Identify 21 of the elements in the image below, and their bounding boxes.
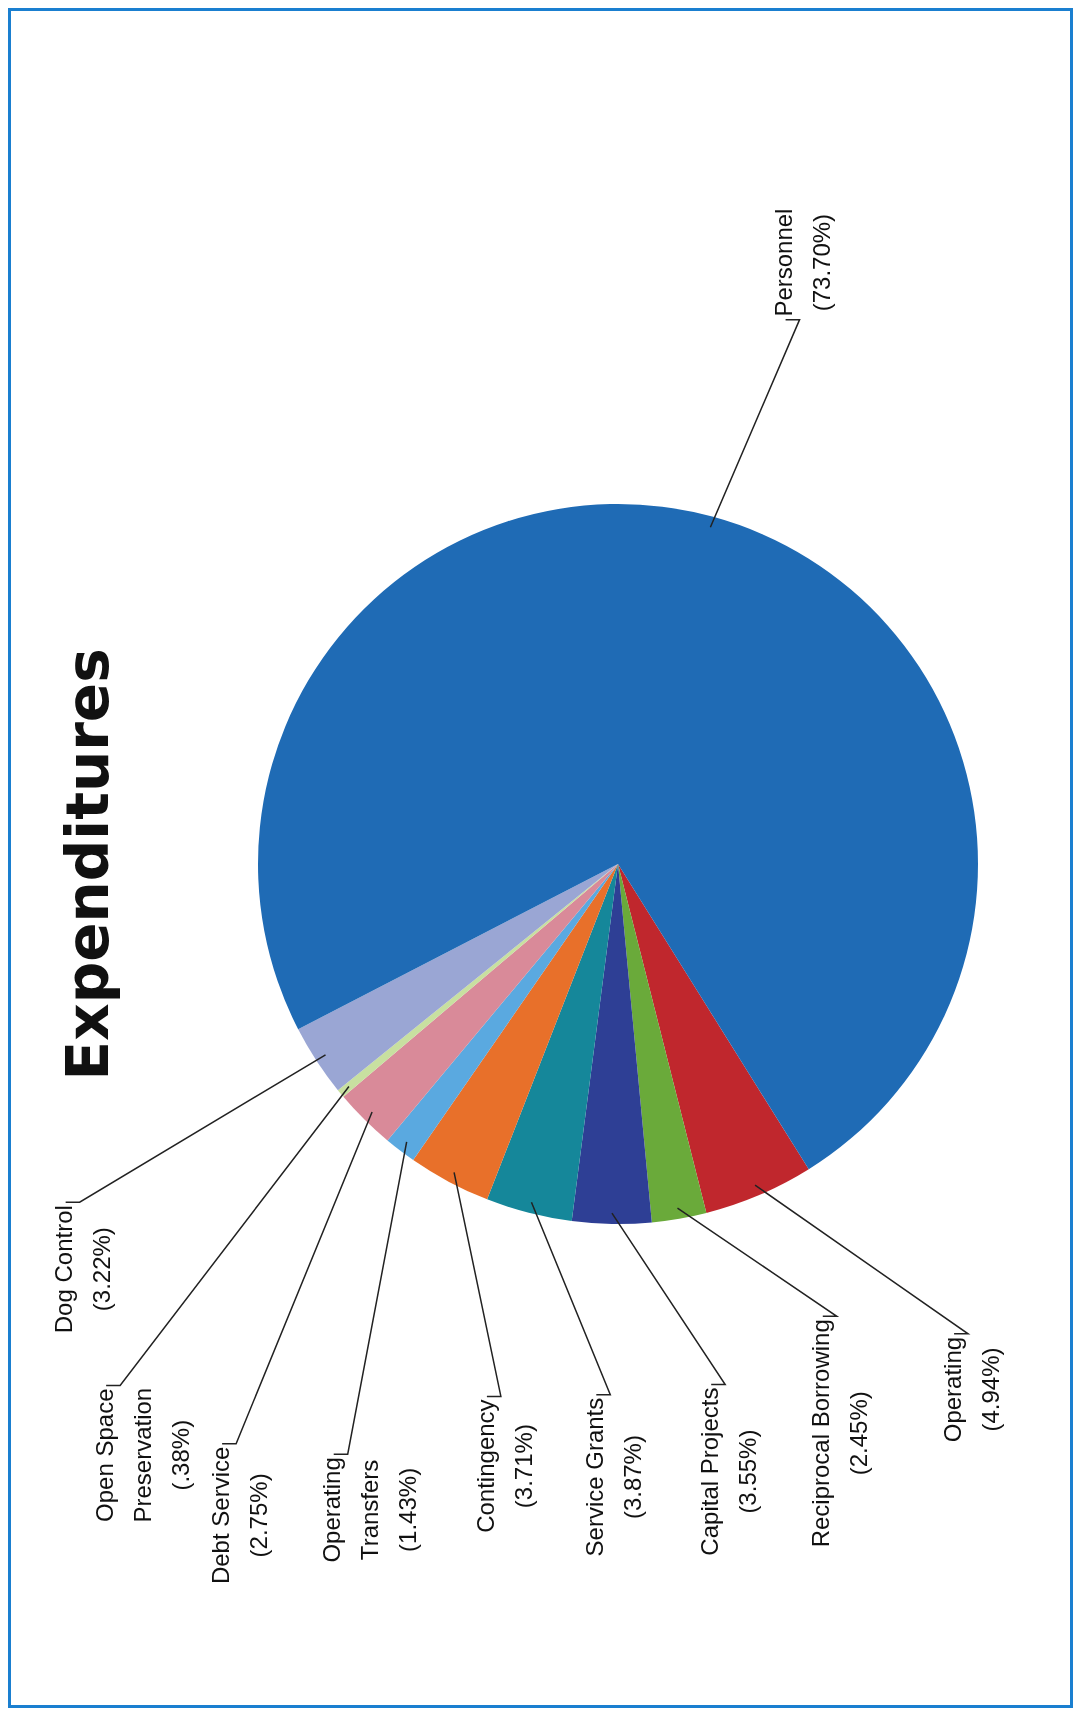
data-label: (73.70%) (808, 213, 836, 312)
text: Expenditures (54, 648, 123, 1081)
slice-label: Operating Transfers (318, 1457, 384, 1563)
slice-label: Capital Projects (695, 1387, 723, 1556)
slice-label: Contingency (471, 1399, 499, 1533)
slice-label: Reciprocal Borrowing (807, 1319, 835, 1548)
data-label: (1.43%) (394, 1467, 422, 1552)
data-label: (3.87%) (618, 1435, 646, 1520)
slice-label: Open Space Preservation (90, 1387, 156, 1523)
slice-label: Debt Service (206, 1446, 234, 1585)
slice-label: Dog Control (50, 1205, 78, 1334)
slice-label: Operating (938, 1336, 966, 1443)
data-label: (.38%) (166, 1419, 194, 1491)
data-label: (2.75%) (244, 1473, 272, 1558)
data-label: (3.22%) (88, 1227, 116, 1312)
slice-label: Service Grants (580, 1397, 608, 1557)
data-label: (3.71%) (509, 1424, 537, 1509)
slice-label: Personnel (770, 208, 798, 317)
data-label: (2.45%) (845, 1391, 873, 1476)
data-label: (3.55%) (733, 1429, 761, 1514)
data-label: (4.94%) (976, 1347, 1004, 1432)
